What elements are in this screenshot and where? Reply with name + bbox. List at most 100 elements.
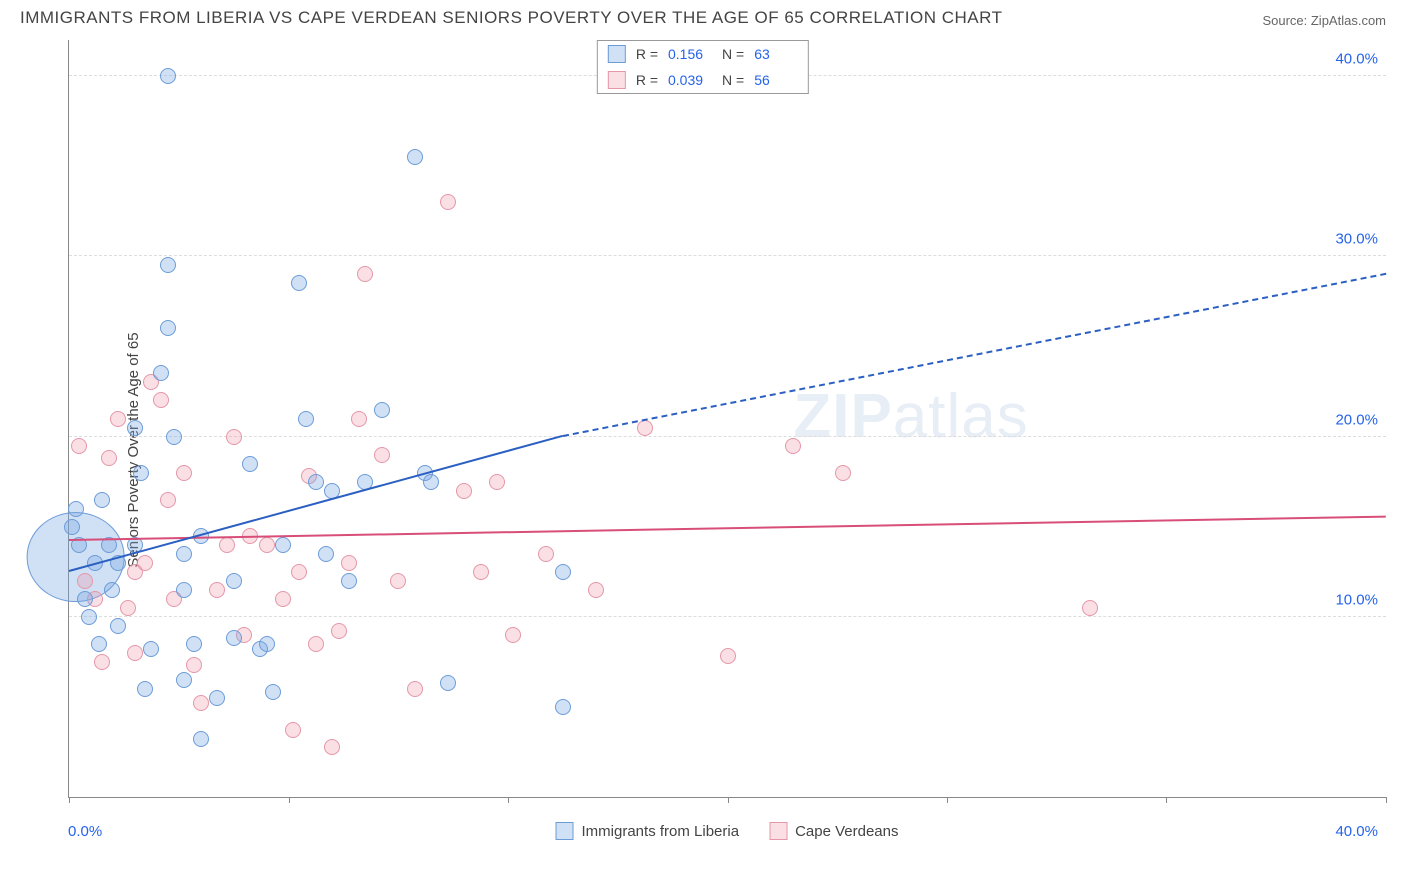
point-a: [77, 591, 93, 607]
point-b: [324, 739, 340, 755]
point-a: [104, 582, 120, 598]
point-b: [407, 681, 423, 697]
point-b: [219, 537, 235, 553]
point-b: [440, 194, 456, 210]
point-a: [308, 474, 324, 490]
point-a: [374, 402, 390, 418]
point-b: [226, 429, 242, 445]
point-a: [209, 690, 225, 706]
point-b: [331, 623, 347, 639]
y-tick-label: 30.0%: [1335, 231, 1378, 248]
point-a: [440, 675, 456, 691]
point-a: [91, 636, 107, 652]
point-a: [275, 537, 291, 553]
point-b: [291, 564, 307, 580]
y-tick-label: 20.0%: [1335, 411, 1378, 428]
trendline-a-solid: [69, 435, 563, 572]
r-label: R =: [636, 46, 658, 62]
point-a: [259, 636, 275, 652]
point-a: [137, 681, 153, 697]
point-a: [423, 474, 439, 490]
point-a: [64, 519, 80, 535]
point-a: [555, 564, 571, 580]
y-tick-label: 10.0%: [1335, 591, 1378, 608]
point-a: [176, 672, 192, 688]
point-b: [137, 555, 153, 571]
point-a: [153, 365, 169, 381]
point-a: [81, 609, 97, 625]
n-value-a: 63: [754, 46, 798, 62]
point-a: [186, 636, 202, 652]
r-value-b: 0.039: [668, 72, 712, 88]
point-b: [489, 474, 505, 490]
chart-title: IMMIGRANTS FROM LIBERIA VS CAPE VERDEAN …: [20, 8, 1002, 28]
point-a: [407, 149, 423, 165]
stats-row-a: R = 0.156 N = 63: [598, 41, 808, 67]
point-b: [127, 645, 143, 661]
point-b: [1082, 600, 1098, 616]
gridline: [69, 616, 1386, 617]
watermark-thin: atlas: [893, 382, 1029, 451]
point-a: [242, 456, 258, 472]
gridline: [69, 255, 1386, 256]
r-value-a: 0.156: [668, 46, 712, 62]
n-label: N =: [722, 46, 744, 62]
swatch-b: [608, 71, 626, 89]
point-b: [101, 450, 117, 466]
point-b: [390, 573, 406, 589]
point-b: [588, 582, 604, 598]
point-b: [160, 492, 176, 508]
point-b: [176, 465, 192, 481]
legend-item-a: Immigrants from Liberia: [556, 822, 740, 840]
n-label: N =: [722, 72, 744, 88]
point-a: [133, 465, 149, 481]
point-a: [291, 275, 307, 291]
point-b: [357, 266, 373, 282]
point-b: [77, 573, 93, 589]
x-tick-start: 0.0%: [68, 823, 102, 840]
point-a: [176, 582, 192, 598]
x-legend: Immigrants from Liberia Cape Verdeans: [556, 822, 899, 840]
point-b: [209, 582, 225, 598]
x-tick-mark: [1386, 797, 1387, 803]
point-b: [193, 695, 209, 711]
x-axis-area: 0.0% Immigrants from Liberia Cape Verdea…: [68, 800, 1386, 840]
legend-item-b: Cape Verdeans: [769, 822, 898, 840]
stats-row-b: R = 0.039 N = 56: [598, 67, 808, 93]
source-label: Source: ZipAtlas.com: [1262, 13, 1386, 28]
point-a: [176, 546, 192, 562]
point-a: [94, 492, 110, 508]
point-a: [193, 731, 209, 747]
point-b: [538, 546, 554, 562]
point-a: [160, 68, 176, 84]
point-a: [110, 618, 126, 634]
point-b: [720, 648, 736, 664]
point-a: [341, 573, 357, 589]
point-b: [285, 722, 301, 738]
point-b: [473, 564, 489, 580]
point-a: [226, 573, 242, 589]
point-b: [110, 411, 126, 427]
point-a: [143, 641, 159, 657]
point-b: [835, 465, 851, 481]
legend-label-a: Immigrants from Liberia: [582, 823, 740, 840]
watermark: ZIPatlas: [793, 381, 1028, 452]
point-a: [226, 630, 242, 646]
point-a: [555, 699, 571, 715]
point-b: [341, 555, 357, 571]
stats-box: R = 0.156 N = 63 R = 0.039 N = 56: [597, 40, 809, 94]
x-tick-end: 40.0%: [1335, 823, 1378, 840]
point-a: [265, 684, 281, 700]
y-tick-label: 40.0%: [1335, 51, 1378, 68]
point-b: [351, 411, 367, 427]
point-a: [166, 429, 182, 445]
swatch-a: [608, 45, 626, 63]
r-label: R =: [636, 72, 658, 88]
point-b: [153, 392, 169, 408]
point-b: [186, 657, 202, 673]
point-b: [71, 438, 87, 454]
point-b: [120, 600, 136, 616]
point-a: [160, 257, 176, 273]
n-value-b: 56: [754, 72, 798, 88]
chart-container: R = 0.156 N = 63 R = 0.039 N = 56 Senior…: [20, 40, 1386, 860]
